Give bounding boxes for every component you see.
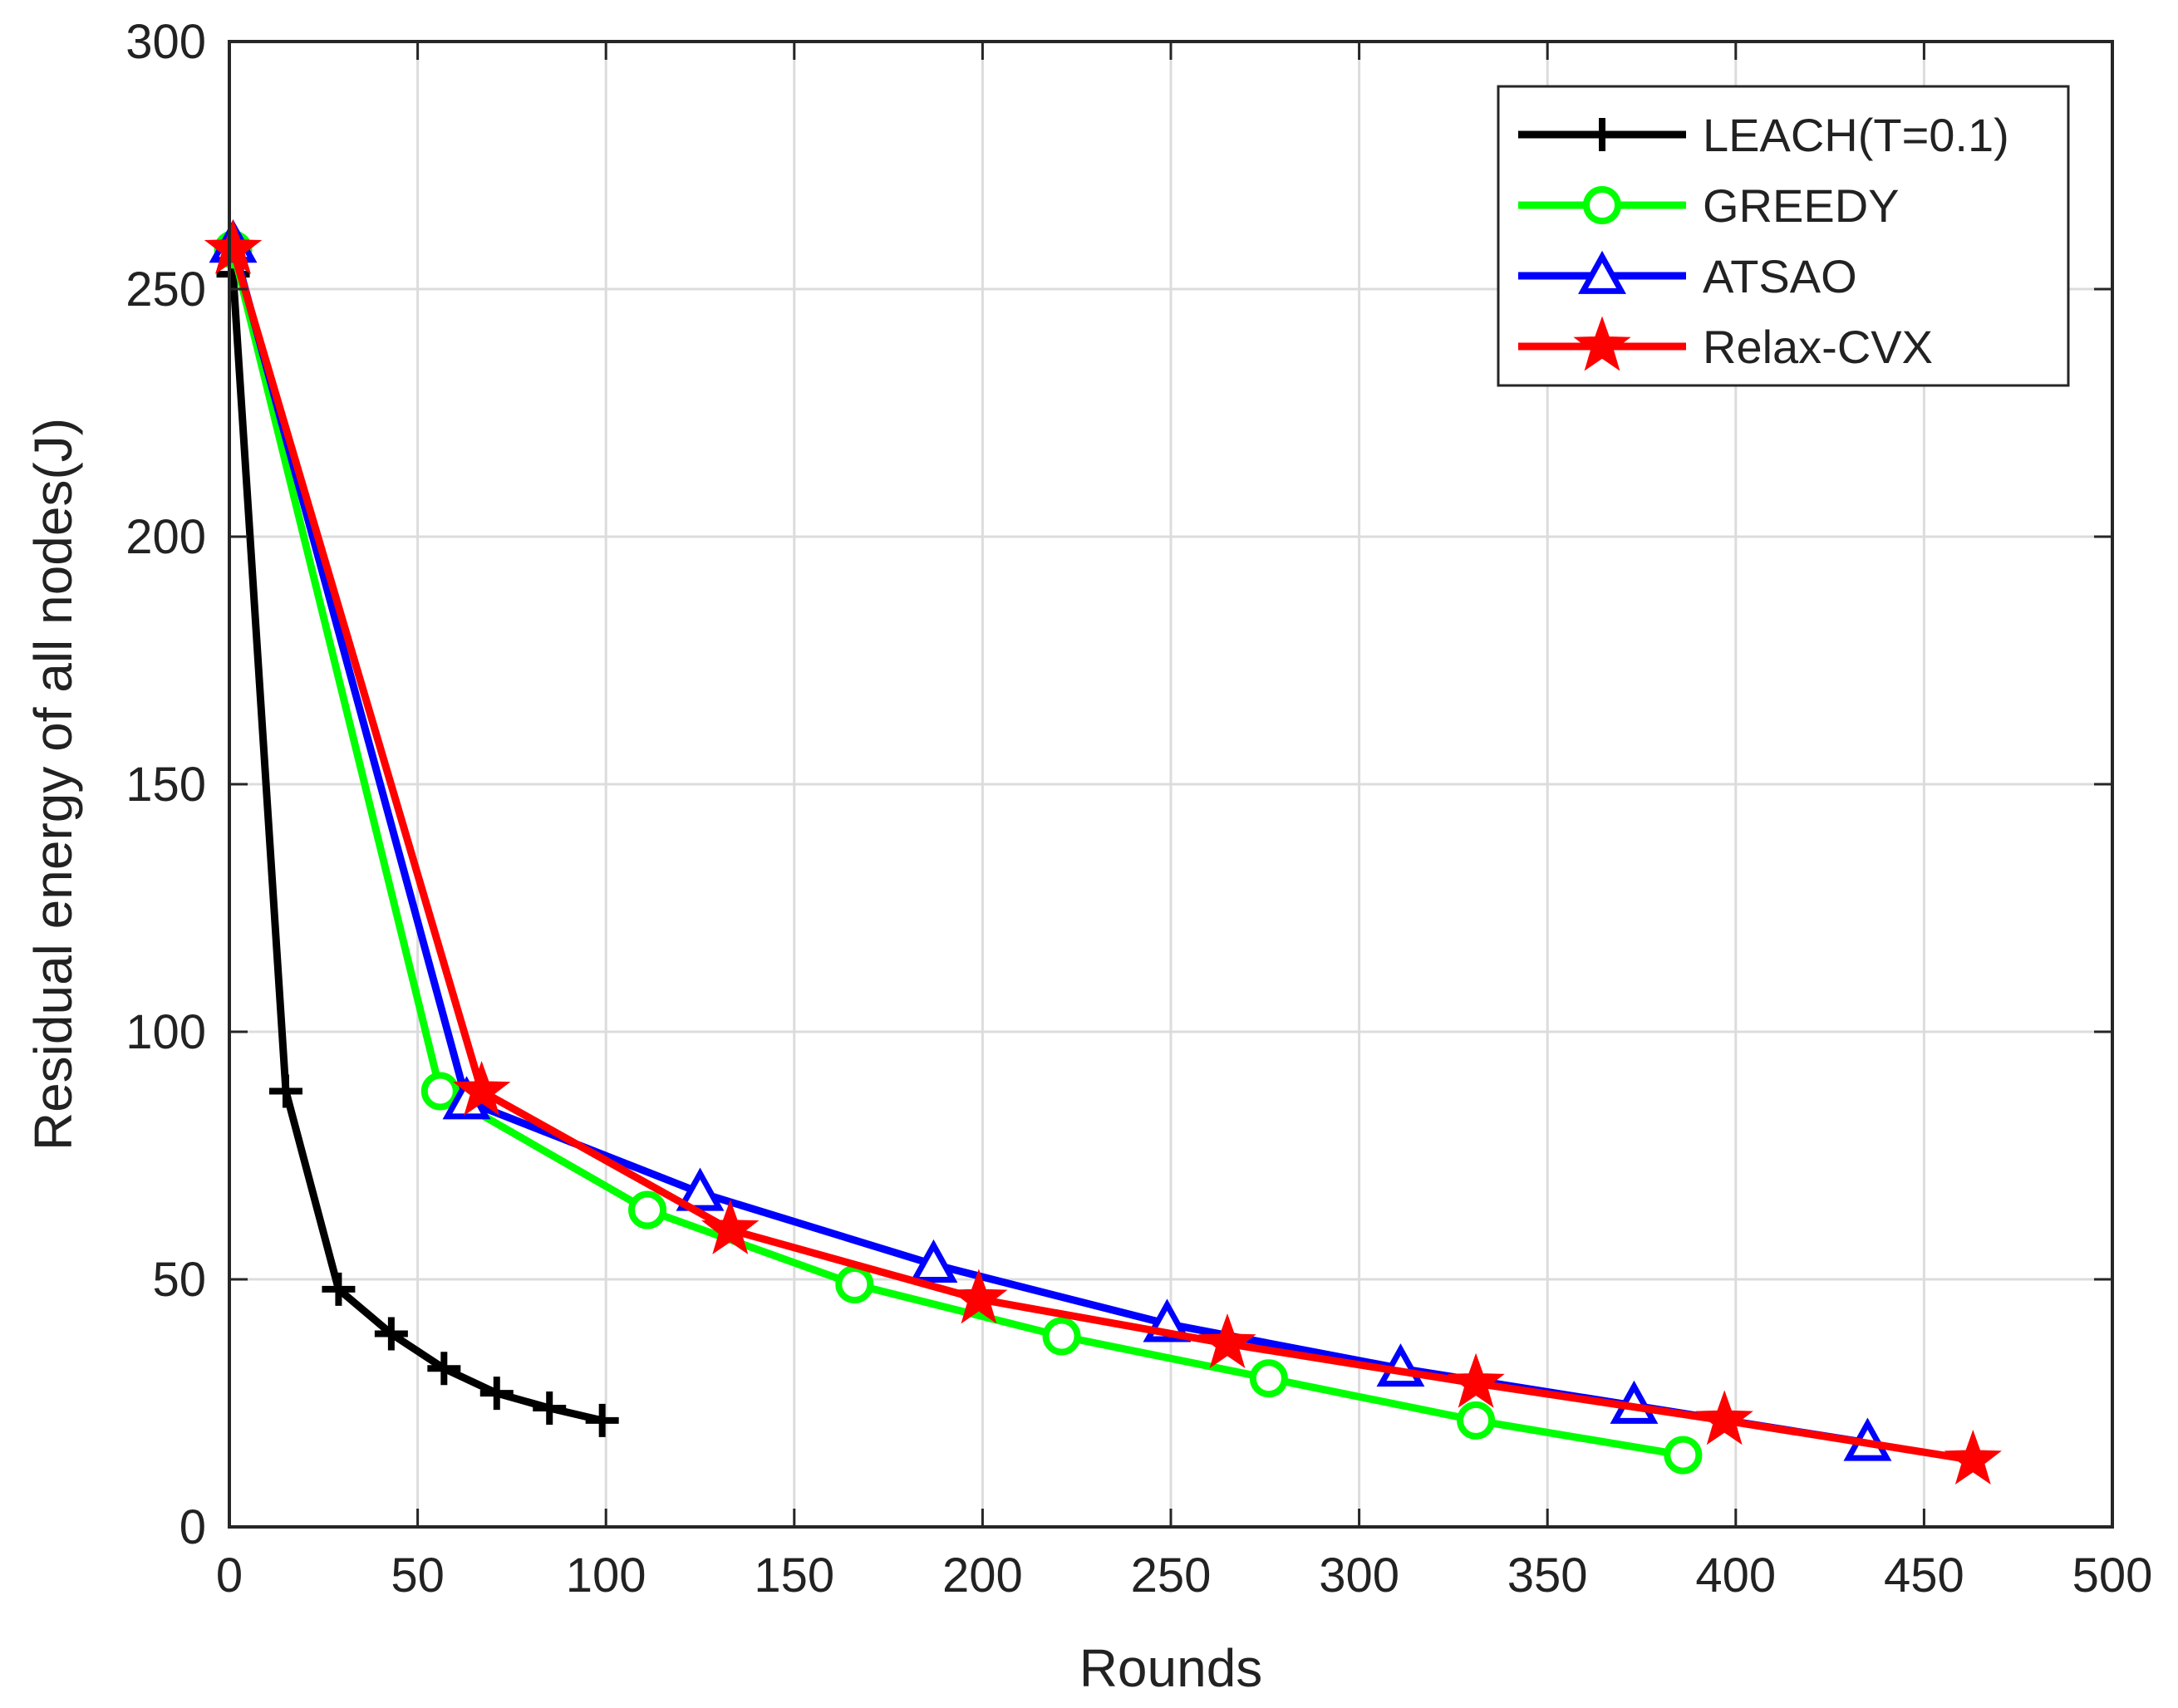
y-tick-label: 250 bbox=[125, 263, 206, 317]
x-tick-label: 0 bbox=[216, 1548, 243, 1602]
y-tick-label: 150 bbox=[125, 758, 206, 812]
series-3 bbox=[204, 218, 2002, 1485]
data-point-plus bbox=[585, 1403, 619, 1437]
grid-lines bbox=[229, 42, 2112, 1527]
legend-marker-triangle bbox=[1578, 250, 1626, 294]
legend-label: ATSAO bbox=[1703, 250, 1857, 302]
data-point-triangle bbox=[909, 1239, 958, 1283]
x-tick-label: 400 bbox=[1695, 1548, 1776, 1602]
data-point-plus bbox=[533, 1391, 567, 1425]
x-tick-label: 450 bbox=[1884, 1548, 1964, 1602]
x-axis-label: Rounds bbox=[1079, 1638, 1263, 1698]
y-tick-label: 300 bbox=[125, 15, 206, 69]
legend: LEACH(T=0.1) GREEDY ATSAO Relax-CVX bbox=[1497, 85, 2070, 387]
legend-entry: GREEDY bbox=[1518, 179, 1900, 232]
x-tick-label: 250 bbox=[1131, 1548, 1212, 1602]
y-tick-label: 200 bbox=[125, 510, 206, 564]
data-point-circle bbox=[1249, 1359, 1288, 1398]
x-tick-label: 350 bbox=[1507, 1548, 1588, 1602]
data-point-plus bbox=[427, 1352, 461, 1386]
data-point-star bbox=[1695, 1390, 1753, 1445]
y-tick-label: 0 bbox=[179, 1500, 206, 1554]
y-tick-label: 100 bbox=[125, 1005, 206, 1059]
data-point-plus bbox=[479, 1377, 514, 1411]
y-tick-label: 50 bbox=[152, 1253, 206, 1307]
data-point-star bbox=[1198, 1313, 1256, 1369]
data-point-star bbox=[204, 218, 263, 274]
data-point-star bbox=[1447, 1352, 1505, 1408]
x-tick-label: 100 bbox=[566, 1548, 647, 1602]
y-axis-label: Residual energy of all nodes(J) bbox=[23, 418, 83, 1151]
legend-label: LEACH(T=0.1) bbox=[1703, 109, 2009, 161]
x-tick-label: 200 bbox=[942, 1548, 1023, 1602]
data-point-plus bbox=[322, 1272, 356, 1306]
x-tick-label: 500 bbox=[2072, 1548, 2153, 1602]
legend-entry: Relax-CVX bbox=[1518, 316, 1933, 373]
data-point-circle bbox=[1042, 1317, 1081, 1356]
legend-entry: ATSAO bbox=[1518, 250, 1857, 302]
legend-marker-circle bbox=[1583, 186, 1621, 224]
legend-entry: LEACH(T=0.1) bbox=[1518, 109, 2009, 161]
legend-marker-star bbox=[1573, 316, 1631, 371]
x-tick-label: 300 bbox=[1319, 1548, 1399, 1602]
data-point-triangle bbox=[676, 1167, 725, 1211]
data-point-plus bbox=[268, 1074, 302, 1108]
series-layer bbox=[204, 218, 2002, 1485]
data-point-circle bbox=[835, 1264, 874, 1303]
data-point-circle bbox=[628, 1190, 667, 1229]
data-point-star bbox=[701, 1199, 760, 1254]
data-point-star bbox=[950, 1269, 1008, 1324]
series-line bbox=[229, 248, 1974, 1464]
data-point-star bbox=[452, 1061, 511, 1117]
x-tick-label: 150 bbox=[754, 1548, 834, 1602]
data-point-star bbox=[1944, 1430, 2002, 1485]
data-point-circle bbox=[1457, 1401, 1496, 1440]
data-point-circle bbox=[420, 1072, 460, 1111]
data-point-plus bbox=[374, 1317, 408, 1351]
legend-marker-plus bbox=[1586, 118, 1619, 151]
x-tick-label: 50 bbox=[391, 1548, 445, 1602]
legend-label: Relax-CVX bbox=[1703, 321, 1933, 373]
data-point-circle bbox=[1664, 1436, 1703, 1475]
legend-label: GREEDY bbox=[1703, 179, 1900, 232]
axis-ticks: 0 50 100 150 200 250 300 350 400 450 500 0 50 100 150 2… bbox=[125, 15, 2152, 1602]
